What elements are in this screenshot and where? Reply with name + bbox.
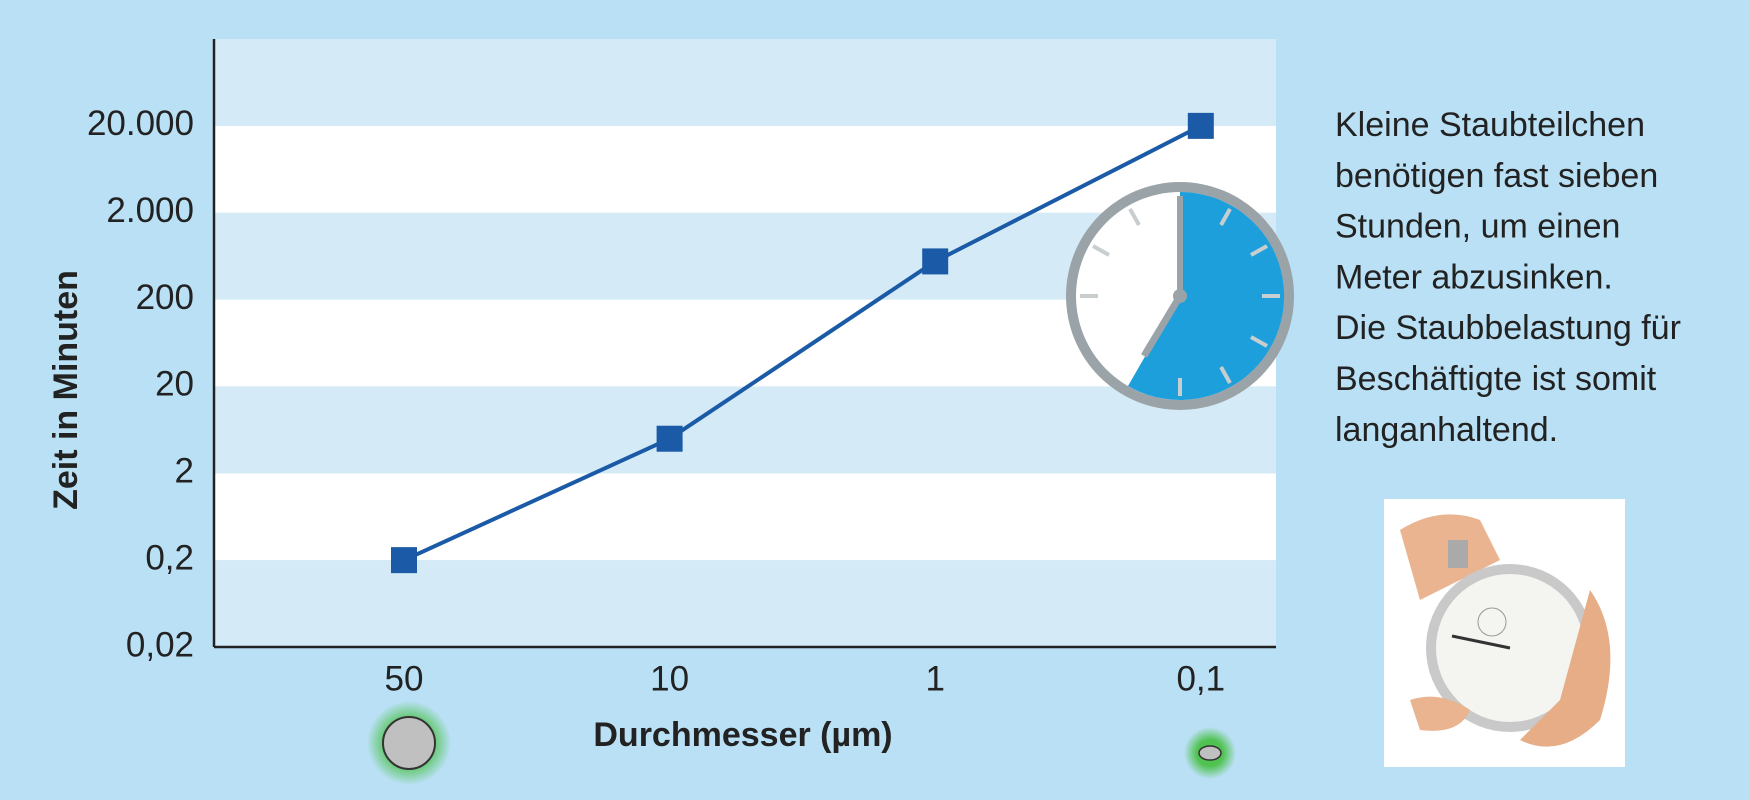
grid-band [214, 386, 1276, 474]
y-tick-label: 20 [155, 365, 194, 404]
x-axis-label: Durchmesser (µm) [593, 716, 892, 754]
x-tick-label: 50 [385, 659, 424, 698]
clock-icon [1066, 182, 1294, 410]
x-tick-label: 1 [925, 659, 944, 698]
large-particle [382, 716, 436, 770]
data-point [1187, 112, 1214, 139]
annotation-line: Stunden, um einen [1335, 208, 1620, 246]
annotation-line: Die Staubbelastung für [1335, 309, 1681, 347]
data-point [391, 547, 417, 574]
small-particle [1198, 745, 1222, 761]
grid-band [214, 39, 1276, 126]
data-point [922, 248, 949, 275]
annotation-line: langanhaltend. [1335, 411, 1558, 449]
grid-band [214, 125, 1276, 213]
stopwatch-photo [1384, 499, 1625, 767]
y-tick-label: 200 [136, 278, 194, 317]
y-tick-label: 2.000 [106, 191, 194, 230]
data-point [656, 425, 683, 452]
x-tick-label: 0,1 [1176, 659, 1225, 698]
annotation-line: Beschäftigte ist somit [1335, 360, 1657, 398]
annotation-line: Kleine Staubteilchen [1335, 106, 1645, 144]
grid-band [214, 473, 1276, 561]
annotation-line: benötigen fast sieben [1335, 157, 1658, 195]
series-line [403, 124, 1202, 562]
y-axis-label: Zeit in Minuten [47, 270, 85, 510]
annotation-line: Meter abzusinken. [1335, 258, 1613, 296]
y-tick-label: 0,2 [145, 538, 194, 577]
y-tick-label: 2 [175, 452, 194, 491]
y-tick-label: 20.000 [87, 104, 194, 143]
x-tick-label: 10 [650, 659, 689, 698]
grid-band [214, 560, 1276, 647]
y-tick-label: 0,02 [126, 625, 194, 664]
